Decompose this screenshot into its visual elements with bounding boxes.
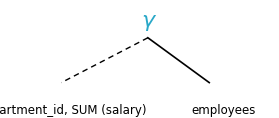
Text: γ: γ — [141, 11, 155, 31]
Text: department_id, SUM (salary): department_id, SUM (salary) — [0, 104, 146, 117]
Text: employees: employees — [191, 104, 255, 117]
